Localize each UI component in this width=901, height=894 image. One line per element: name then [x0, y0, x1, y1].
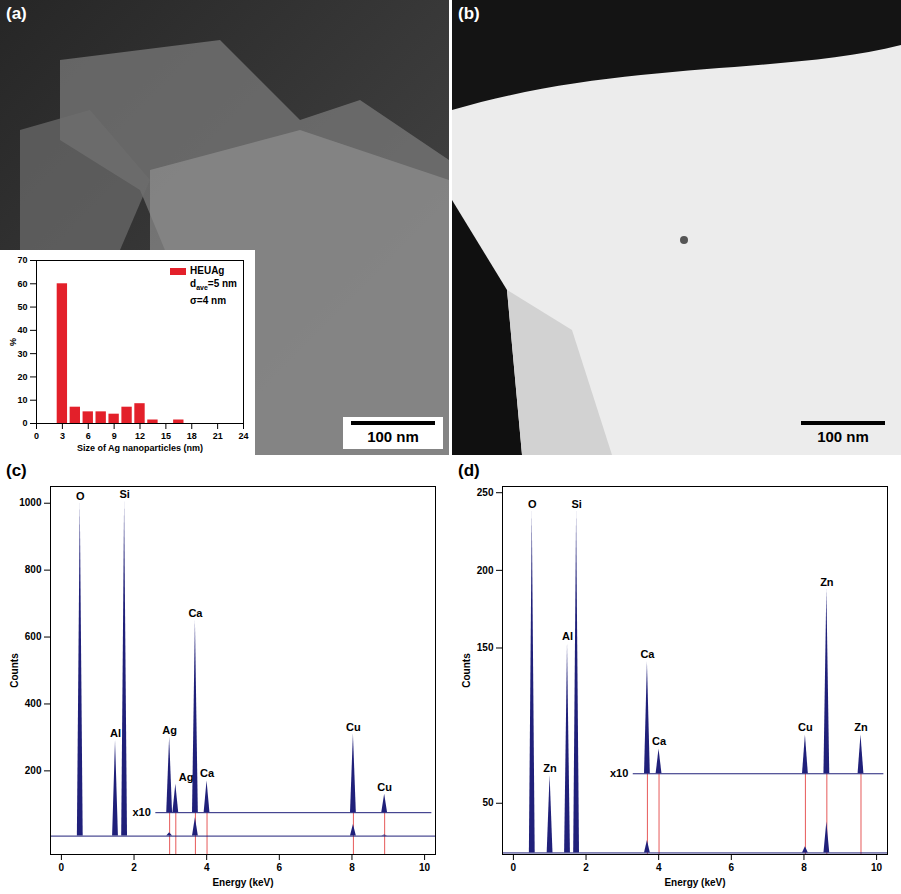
svg-text:200: 200	[25, 765, 42, 776]
svg-text:6: 6	[277, 862, 283, 873]
svg-text:600: 600	[25, 631, 42, 642]
svg-text:Energy (keV): Energy (keV)	[664, 877, 725, 888]
svg-text:Ag: Ag	[162, 724, 177, 736]
svg-text:15: 15	[161, 431, 171, 441]
svg-text:0: 0	[34, 431, 39, 441]
svg-text:400: 400	[25, 698, 42, 709]
svg-text:150: 150	[477, 642, 494, 653]
svg-text:Size of Ag nanoparticles (nm): Size of Ag nanoparticles (nm)	[77, 443, 203, 453]
svg-text:Counts: Counts	[9, 653, 20, 688]
svg-text:0: 0	[22, 418, 27, 428]
svg-text:250: 250	[477, 487, 494, 498]
svg-text:Ca: Ca	[188, 607, 203, 619]
svg-text:2: 2	[583, 862, 589, 873]
svg-text:30: 30	[17, 349, 27, 359]
svg-text:4: 4	[656, 862, 662, 873]
svg-text:3: 3	[60, 431, 65, 441]
html-text:dave=5 nm: dave=5 nm	[190, 278, 237, 291]
html-text:(b): (b)	[458, 4, 480, 23]
svg-text:9: 9	[112, 431, 117, 441]
svg-text:Zn: Zn	[820, 576, 834, 588]
svg-text:Al: Al	[110, 727, 121, 739]
svg-text:50: 50	[482, 797, 494, 808]
svg-text:2: 2	[131, 862, 137, 873]
html-text:(c): (c)	[6, 461, 27, 480]
svg-text:10: 10	[17, 395, 27, 405]
svg-text:Cu: Cu	[798, 721, 813, 733]
svg-text:Ca: Ca	[652, 735, 667, 747]
svg-text:O: O	[76, 490, 85, 502]
html-text:100 nm: 100 nm	[817, 428, 869, 445]
svg-text:6: 6	[86, 431, 91, 441]
svg-text:Si: Si	[119, 488, 129, 500]
svg-text:Counts: Counts	[461, 653, 472, 688]
html-text:(a): (a)	[6, 4, 27, 23]
svg-text:50: 50	[17, 302, 27, 312]
svg-text:8: 8	[801, 862, 807, 873]
svg-text:10: 10	[871, 862, 883, 873]
svg-text:12: 12	[135, 431, 145, 441]
svg-text:Ca: Ca	[640, 648, 655, 660]
svg-text:Zn: Zn	[543, 762, 557, 774]
svg-text:Ca: Ca	[200, 767, 215, 779]
svg-text:x10: x10	[610, 767, 628, 779]
svg-text:8: 8	[349, 862, 355, 873]
svg-text:Energy (keV): Energy (keV)	[212, 877, 273, 888]
svg-text:20: 20	[17, 372, 27, 382]
svg-text:4: 4	[204, 862, 210, 873]
svg-text:0: 0	[59, 862, 65, 873]
svg-text:O: O	[528, 498, 537, 510]
svg-text:6: 6	[729, 862, 735, 873]
svg-text:1000: 1000	[19, 497, 42, 508]
svg-text:21: 21	[213, 431, 223, 441]
svg-text:70: 70	[17, 255, 27, 265]
svg-text:24: 24	[238, 431, 248, 441]
svg-text:800: 800	[25, 564, 42, 575]
html-text:100 nm: 100 nm	[367, 428, 419, 445]
svg-text:Cu: Cu	[346, 721, 361, 733]
svg-text:200: 200	[477, 565, 494, 576]
svg-text:Si: Si	[571, 498, 581, 510]
svg-text:Zn: Zn	[854, 721, 868, 733]
html-text:(d): (d)	[458, 461, 480, 480]
svg-text:Al: Al	[562, 630, 573, 642]
svg-text:%: %	[8, 338, 18, 346]
svg-text:Cu: Cu	[377, 781, 392, 793]
svg-text:Ag: Ag	[179, 771, 194, 783]
html-text:σ=4 nm: σ=4 nm	[190, 295, 226, 306]
svg-text:40: 40	[17, 325, 27, 335]
svg-text:0: 0	[511, 862, 517, 873]
svg-text:10: 10	[419, 862, 431, 873]
svg-text:18: 18	[187, 431, 197, 441]
html-text:HEUAg: HEUAg	[190, 265, 225, 276]
svg-text:x10: x10	[132, 806, 150, 818]
svg-text:60: 60	[17, 279, 27, 289]
